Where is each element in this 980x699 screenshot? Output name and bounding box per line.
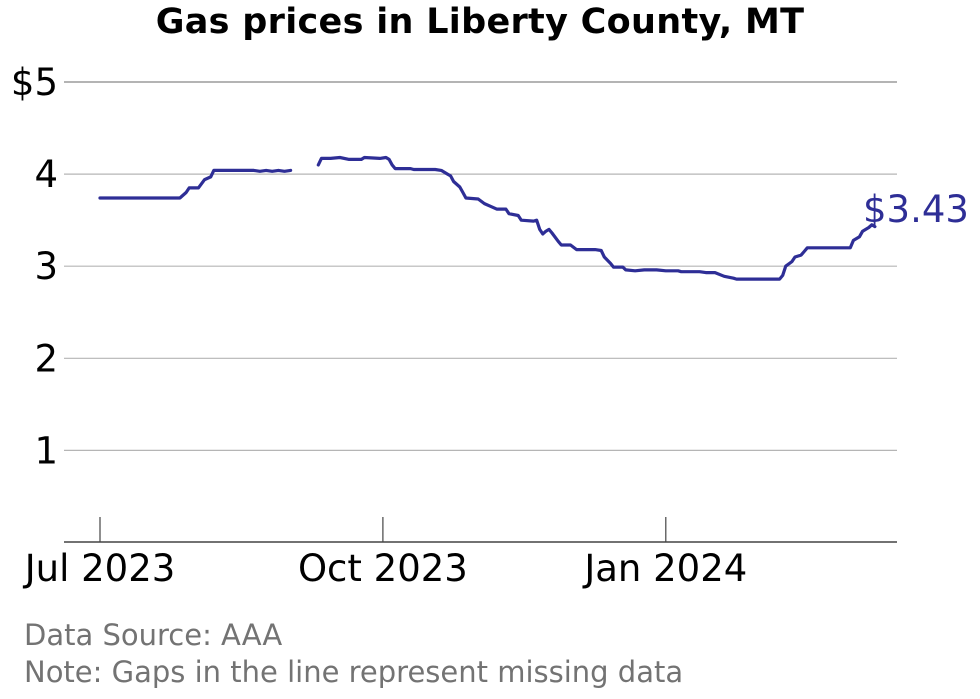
chart-title: Gas prices in Liberty County, MT (155, 2, 805, 42)
y-axis-tick-labels: $5 4 3 2 1 (11, 61, 58, 472)
x-tick-label: Jul 2023 (23, 547, 176, 590)
y-tick-label: 2 (34, 337, 58, 380)
gridlines (64, 81, 897, 451)
series-line-segment (98, 168, 293, 200)
y-tick-label: 3 (34, 245, 58, 288)
y-tick-label: 1 (34, 429, 58, 472)
series-end-label: $3.43 (863, 188, 969, 231)
x-tick-label: Jan 2024 (582, 547, 747, 590)
series-line-segment (316, 155, 877, 281)
series-layer (98, 155, 877, 281)
x-axis-ticks: Jul 2023 Oct 2023 Jan 2024 (23, 517, 747, 590)
data-source-note: Data Source: AAA (24, 618, 283, 652)
y-tick-label: 4 (34, 153, 58, 196)
y-tick-label: $5 (11, 61, 58, 104)
x-tick-label: Oct 2023 (298, 547, 468, 590)
missing-data-note: Note: Gaps in the line represent missing… (24, 655, 684, 689)
